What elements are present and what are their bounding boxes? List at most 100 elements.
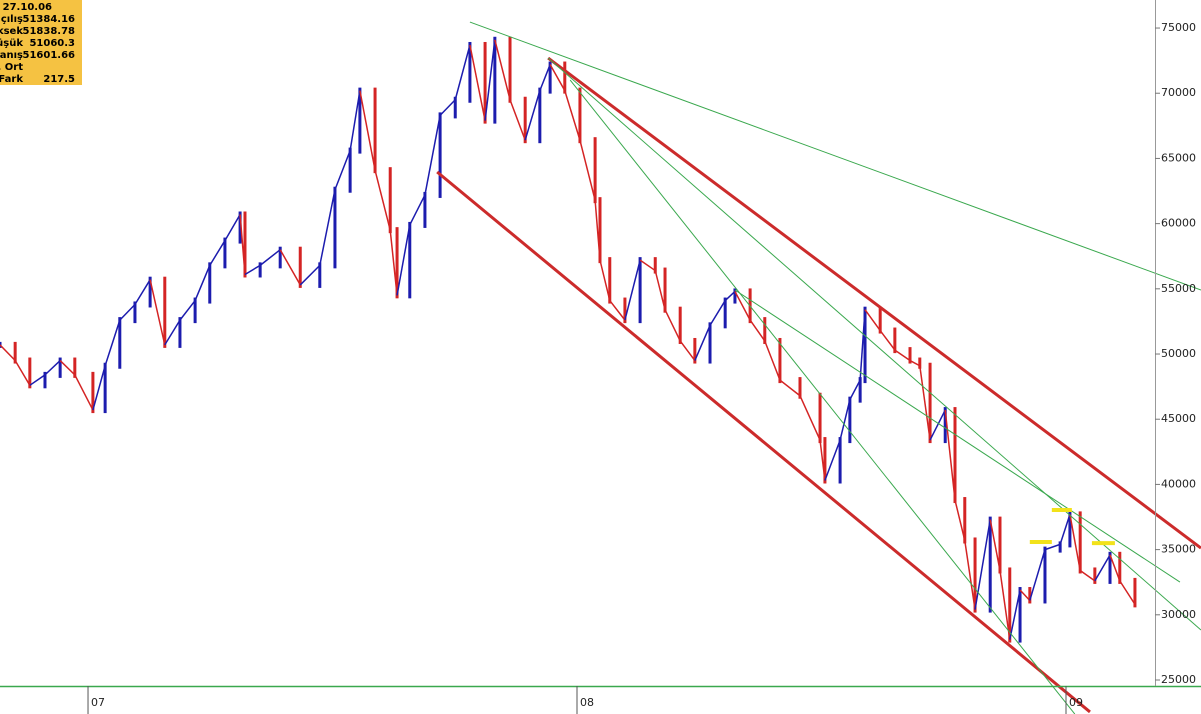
trend-line	[547, 57, 1201, 631]
y-tick-label: 45000	[1161, 412, 1196, 425]
price-bar	[1093, 567, 1097, 584]
price-bar	[13, 341, 17, 364]
price-link	[859, 309, 866, 381]
price-link	[679, 340, 696, 361]
price-link	[824, 439, 841, 481]
price-link	[894, 349, 911, 362]
price-bar	[598, 197, 602, 264]
info-label: . Ort	[0, 62, 23, 73]
price-link	[14, 360, 31, 386]
trend-line	[436, 170, 1091, 714]
price-bar	[483, 41, 487, 124]
price-bar	[563, 61, 567, 94]
price-link	[119, 303, 136, 321]
price-link	[239, 214, 246, 275]
price-bar	[118, 317, 122, 369]
price-bar	[43, 371, 47, 389]
price-bar	[103, 362, 107, 414]
price-bar	[178, 317, 182, 348]
info-value: 51601.66	[22, 50, 75, 61]
price-bar	[733, 288, 737, 304]
plot-area	[0, 21, 1201, 714]
price-link	[849, 379, 861, 401]
price-link	[134, 279, 151, 305]
price-link	[919, 365, 931, 441]
price-bar	[73, 357, 77, 378]
price-link	[609, 300, 626, 321]
price-link	[359, 90, 376, 171]
price-bar	[408, 221, 412, 299]
price-link	[954, 499, 966, 541]
price-link	[59, 360, 76, 376]
price-link	[349, 90, 361, 151]
price-bar	[1043, 546, 1047, 604]
info-value: 51838.78	[22, 26, 75, 37]
price-link	[1079, 569, 1096, 582]
price-link	[639, 259, 656, 272]
price-link	[29, 374, 46, 386]
price-bar	[1018, 587, 1022, 643]
price-link	[0, 344, 16, 362]
price-bar	[438, 112, 442, 198]
info-date: 27.10.06	[3, 2, 52, 13]
price-bar	[863, 306, 867, 384]
price-link	[724, 290, 736, 302]
price-link	[549, 64, 566, 91]
price-link	[279, 249, 301, 286]
price-bar	[298, 246, 302, 288]
y-tick-label: 30000	[1161, 608, 1196, 621]
trend-line	[734, 289, 1181, 583]
price-link	[244, 264, 261, 276]
price-bar	[798, 377, 802, 399]
price-link	[209, 240, 226, 266]
price-bar	[243, 211, 247, 278]
price-bar	[58, 357, 62, 378]
price-link	[424, 115, 441, 196]
price-bar	[523, 96, 527, 144]
price-link	[944, 410, 956, 501]
price-bar	[388, 167, 392, 234]
price-link	[864, 309, 881, 331]
price-bar	[91, 371, 95, 414]
info-label: çılış	[1, 14, 23, 25]
y-tick-label: 60000	[1161, 217, 1196, 230]
price-link	[396, 224, 411, 296]
price-link	[694, 325, 711, 361]
price-bar	[973, 537, 977, 613]
price-link	[1044, 543, 1061, 551]
price-bar	[508, 36, 512, 103]
price-link	[494, 39, 511, 100]
x-tick-label: 09	[1069, 696, 1083, 709]
price-link	[374, 169, 391, 231]
price-bar	[778, 337, 782, 384]
info-label: üşük	[0, 38, 23, 49]
price-bar	[878, 306, 882, 334]
price-link	[454, 44, 471, 100]
price-link	[409, 194, 426, 226]
price-link	[819, 439, 826, 481]
price-link	[594, 200, 601, 261]
price-link	[654, 270, 666, 310]
y-tick-label: 70000	[1161, 86, 1196, 99]
info-label: Fark	[0, 74, 23, 85]
price-bar	[238, 211, 242, 244]
price-link	[664, 309, 681, 342]
price-link	[1059, 514, 1071, 545]
price-link	[1019, 589, 1031, 601]
price-bar	[1108, 551, 1112, 584]
price-link	[104, 319, 121, 366]
price-link	[1029, 549, 1046, 601]
price-bar	[578, 87, 582, 144]
price-bar	[258, 262, 262, 278]
price-bar	[348, 147, 352, 193]
price-bar	[223, 237, 227, 269]
price-link	[564, 90, 581, 141]
price-bar	[963, 497, 967, 544]
info-label: ksek	[0, 26, 23, 37]
info-value: 51060.3	[29, 38, 75, 49]
x-tick-label: 08	[580, 696, 594, 709]
price-link	[484, 39, 496, 121]
price-link	[1009, 589, 1021, 640]
price-bar	[638, 257, 642, 324]
price-bar	[1133, 577, 1137, 608]
